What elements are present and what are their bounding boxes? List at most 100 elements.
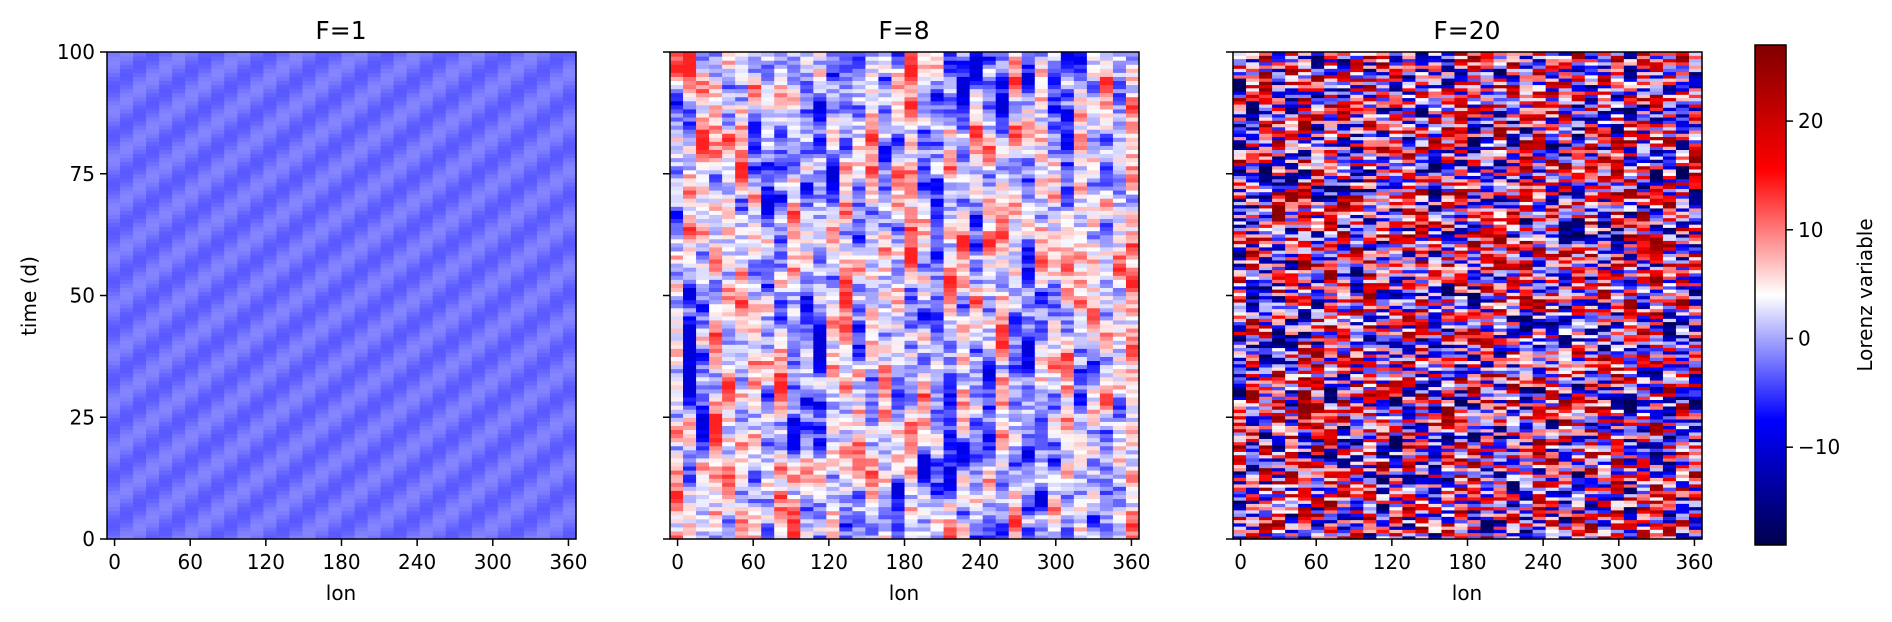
heatmap-cell [133, 68, 147, 73]
heatmap-cell [341, 332, 356, 337]
heatmap-cell [159, 234, 173, 240]
heatmap-cell [198, 194, 212, 199]
heatmap-cell [432, 112, 447, 118]
heatmap-cell [146, 461, 160, 467]
heatmap-cell [943, 510, 958, 516]
heatmap-cell [172, 116, 186, 122]
heatmap-cell [341, 275, 356, 280]
heatmap-cell [302, 514, 317, 520]
heatmap-cell [159, 185, 173, 191]
heatmap-cell [185, 68, 199, 73]
heatmap-cell [263, 226, 277, 232]
heatmap-cell [250, 514, 264, 520]
heatmap-cell [133, 478, 147, 483]
heatmap-cell [159, 352, 173, 357]
heatmap-cell [276, 470, 290, 475]
panel-title-f1: F=1 [315, 16, 366, 45]
heatmap-cell [354, 307, 369, 313]
heatmap-cell [458, 279, 473, 284]
heatmap-cell [224, 84, 238, 90]
heatmap-cell [536, 254, 551, 260]
heatmap-cell [107, 68, 121, 73]
heatmap-cell [878, 470, 893, 475]
heatmap-cell [133, 173, 147, 179]
heatmap-cell [224, 283, 238, 288]
heatmap-cell [969, 518, 984, 524]
heatmap-cell [159, 360, 173, 366]
heatmap-cell [536, 401, 551, 406]
heatmap-cell [302, 112, 317, 118]
heatmap-cell [432, 52, 447, 57]
heatmap-cell [315, 68, 330, 73]
heatmap-cell [982, 518, 997, 524]
heatmap-cell [562, 214, 577, 219]
heatmap-cell [380, 271, 395, 276]
heatmap-cell [406, 218, 421, 224]
heatmap-cell [497, 360, 512, 366]
heatmap-cell [510, 417, 525, 422]
heatmap-cell [497, 60, 512, 65]
heatmap-cell [211, 181, 225, 187]
heatmap-cell [289, 518, 304, 524]
heatmap-cell [549, 457, 564, 463]
heatmap-cell [224, 149, 238, 155]
heatmap-cell [107, 449, 121, 455]
heatmap-cell [419, 494, 434, 500]
heatmap-cell [211, 242, 225, 248]
heatmap-cell [146, 108, 160, 114]
heatmap-cell [276, 181, 290, 187]
heatmap-cell [224, 392, 238, 398]
heatmap-cell [198, 392, 212, 398]
heatmap-cell [549, 336, 564, 341]
heatmap-cell [341, 372, 356, 378]
heatmap-cell [302, 238, 317, 244]
heatmap-cell [289, 498, 304, 504]
heatmap-cell [562, 506, 577, 512]
heatmap-cell [341, 376, 356, 382]
heatmap-cell [523, 336, 538, 341]
heatmap-cell [315, 76, 330, 82]
heatmap-cell [995, 486, 1010, 491]
heatmap-cell [276, 413, 290, 418]
heatmap-cell [536, 530, 551, 536]
heatmap-cell [224, 141, 238, 146]
heatmap-cell [878, 478, 893, 483]
heatmap-cell [302, 283, 317, 288]
heatmap-cell [354, 218, 369, 224]
heatmap-cell [523, 218, 538, 224]
heatmap-cell [107, 210, 121, 215]
heatmap-cell [406, 287, 421, 293]
heatmap-cell [315, 210, 330, 215]
heatmap-cell [865, 498, 880, 504]
heatmap-cell [172, 145, 186, 150]
heatmap-cell [133, 250, 147, 256]
heatmap-cell [432, 56, 447, 61]
heatmap-cell [198, 482, 212, 487]
heatmap-cell [185, 490, 199, 495]
heatmap-cell [1073, 482, 1088, 487]
heatmap-cell [289, 84, 304, 90]
heatmap-cell [445, 173, 460, 179]
heatmap-cell [510, 405, 525, 410]
heatmap-cell [276, 153, 290, 159]
heatmap-cell [536, 271, 551, 276]
heatmap-cell [276, 401, 290, 406]
heatmap-cell [146, 429, 160, 435]
heatmap-cell [943, 486, 958, 491]
heatmap-cell [917, 530, 932, 536]
heatmap-cell [159, 88, 173, 94]
heatmap-cell [120, 189, 134, 195]
heatmap-cell [159, 421, 173, 426]
heatmap-cell [133, 88, 147, 94]
heatmap-cell [393, 133, 408, 138]
heatmap-cell [1034, 526, 1049, 532]
heatmap-cell [133, 153, 147, 159]
heatmap-cell [471, 295, 486, 301]
heatmap-cell [367, 189, 382, 195]
heatmap-cell [328, 441, 343, 447]
heatmap-cell [484, 263, 499, 268]
heatmap-cell [185, 522, 199, 528]
heatmap-cell [120, 84, 134, 90]
heatmap-cell [211, 486, 225, 491]
heatmap-cell [211, 218, 225, 224]
